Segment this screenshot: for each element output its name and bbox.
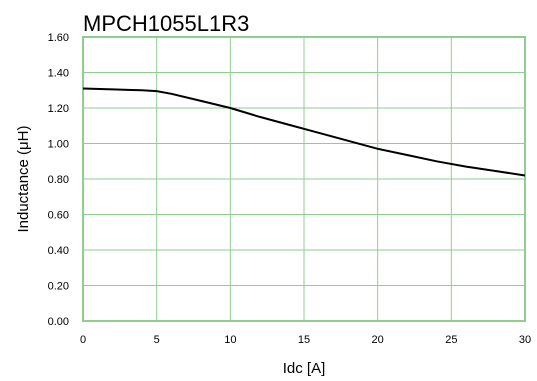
y-tick-label: 1.20 xyxy=(48,103,69,115)
plot-frame xyxy=(82,36,526,322)
x-tick-label: 5 xyxy=(154,334,160,346)
x-axis-title: Idc [A] xyxy=(283,360,326,377)
y-tick-label: 1.00 xyxy=(48,139,69,151)
y-tick-label: 0.00 xyxy=(48,316,69,328)
y-tick-label: 0.40 xyxy=(48,245,69,257)
y-tick-label: 0.20 xyxy=(48,281,69,293)
x-tick-label: 15 xyxy=(298,334,310,346)
y-axis-title: Inductance (μH) xyxy=(15,125,32,232)
y-tick-label: 1.40 xyxy=(48,68,69,80)
x-tick-labels: 0 5 10 15 20 25 30 xyxy=(80,334,531,346)
series-lines xyxy=(82,87,526,177)
y-tick-label: 0.60 xyxy=(48,210,69,222)
series-line-0 xyxy=(82,87,526,177)
x-tick-label: 20 xyxy=(372,334,384,346)
y-tick-labels: 0.00 0.20 0.40 0.60 0.80 1.00 1.20 1.40 1.60 xyxy=(48,32,69,328)
x-tick-label: 30 xyxy=(519,334,531,346)
grid-lines xyxy=(82,36,526,322)
y-tick-label: 0.80 xyxy=(48,174,69,186)
x-tick-label: 10 xyxy=(224,334,236,346)
x-tick-label: 0 xyxy=(80,334,86,346)
chart-title: MPCH1055L1R3 xyxy=(83,11,249,36)
x-tick-label: 25 xyxy=(445,334,457,346)
y-tick-label: 1.60 xyxy=(48,32,69,44)
